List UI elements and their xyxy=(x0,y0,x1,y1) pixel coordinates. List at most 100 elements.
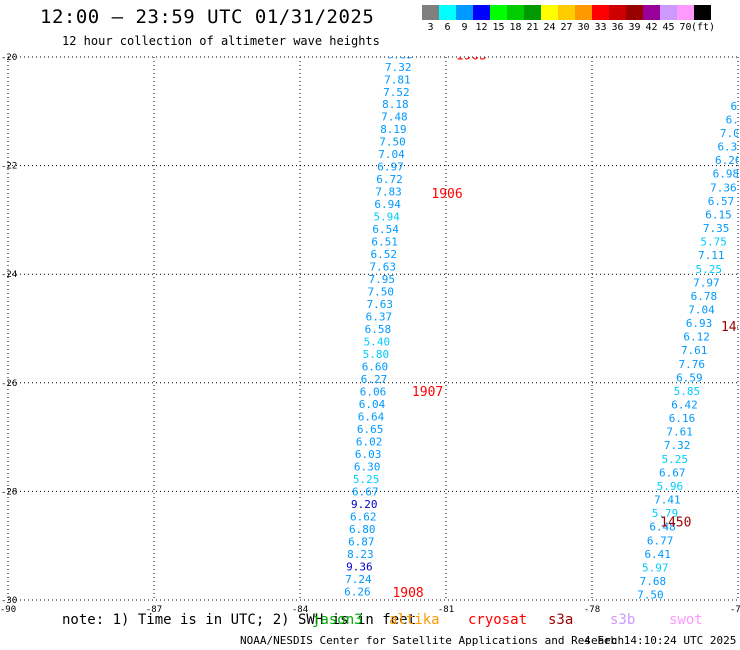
wave-height-value: 6.77 xyxy=(647,534,674,547)
wave-height-value: 6.80 xyxy=(349,523,376,536)
legend-item: 33 xyxy=(592,5,609,39)
wave-height-value: 6.51 xyxy=(371,236,398,249)
wave-height-value: 6.93 xyxy=(686,317,713,330)
legend-swatch xyxy=(694,5,711,20)
wave-height-value: 7.95 xyxy=(369,273,396,286)
legend-swatch xyxy=(626,5,643,20)
wave-height-value: 7.50 xyxy=(379,136,406,149)
legend-item: 36 xyxy=(609,5,626,39)
wave-height-value: 6.60 xyxy=(362,361,389,374)
legend-swatch xyxy=(677,5,694,20)
wave-height-value: 5.85 xyxy=(674,385,701,398)
legend-swatch xyxy=(456,5,473,20)
legend-label: 45 xyxy=(662,22,675,33)
lat-tick-label: -24 xyxy=(1,270,17,280)
legend-unit-item: (ft) xyxy=(688,5,718,39)
legend-item xyxy=(694,5,711,39)
legend-item: 45 xyxy=(660,5,677,39)
wave-height-value: 6.87 xyxy=(348,535,375,548)
wave-height-value: 6.49 xyxy=(632,616,659,629)
wave-height-value: 7.61 xyxy=(666,426,693,439)
legend-label: 15 xyxy=(492,22,505,33)
legend-item: 27 xyxy=(558,5,575,39)
wave-height-value: 6.16 xyxy=(669,412,696,425)
wave-height-value: 8.18 xyxy=(382,98,409,111)
wave-height-value: 6.64 xyxy=(358,410,385,423)
wave-height-value: 6.52 xyxy=(370,248,397,261)
satellite-label-jason3: jason3 xyxy=(312,612,363,628)
lat-tick-label: -22 xyxy=(1,162,17,172)
lat-tick-label: -20 xyxy=(1,53,17,63)
legend-label: 39 xyxy=(628,22,641,33)
wave-height-value: 7.81 xyxy=(384,73,411,86)
wave-height-value: 6.72 xyxy=(376,173,403,186)
lat-tick-label: -30 xyxy=(1,596,17,606)
pass-time-label: 1906 xyxy=(431,187,462,202)
wave-height-value: 5.25 xyxy=(661,453,688,466)
wave-height-value: 6.65 xyxy=(357,423,384,436)
lon-tick-label: -78 xyxy=(584,605,600,615)
wave-height-value: 5.80 xyxy=(363,348,390,361)
wave-height-value: 6.30 xyxy=(354,460,381,473)
wave-height-value: 8.23 xyxy=(347,548,374,561)
wave-height-value: 6.94 xyxy=(374,198,401,211)
legend-label: 24 xyxy=(543,22,556,33)
lon-tick-label: -75 xyxy=(730,605,740,615)
legend-swatch xyxy=(541,5,558,20)
wave-height-value: 6.54 xyxy=(372,223,399,236)
legend-label: 70 xyxy=(679,22,692,33)
lat-tick-label: -28 xyxy=(1,487,17,497)
pass-time-label: 1449 xyxy=(721,320,740,335)
legend-swatch xyxy=(490,5,507,20)
wave-height-value: 6.83 xyxy=(387,48,414,61)
wave-height-value: 6.37 xyxy=(717,141,740,154)
wave-height-value: 6.57 xyxy=(708,195,735,208)
credit-line: NOAA/NESDIS Center for Satellite Applica… xyxy=(240,634,625,647)
legend-label: 30 xyxy=(577,22,590,33)
wave-height-value: 6.42 xyxy=(671,399,698,412)
wave-height-value: 7.04 xyxy=(378,148,405,161)
wave-height-value: 6.48 xyxy=(649,521,676,534)
wave-height-value: 6.26 xyxy=(715,154,740,167)
wave-height-value: 6.04 xyxy=(359,398,386,411)
lon-tick-label: -84 xyxy=(292,605,308,615)
wave-height-value: 6.27 xyxy=(361,373,388,386)
wave-height-value: 9.36 xyxy=(346,560,373,573)
wave-height-value: 5.79 xyxy=(652,507,679,520)
wave-height-value: 7.04 xyxy=(688,303,715,316)
satellite-label-swot: swot xyxy=(669,612,703,628)
legend-label: 3 xyxy=(427,22,434,33)
legend-item: 39 xyxy=(626,5,643,39)
wave-height-value: 7.48 xyxy=(381,111,408,124)
wave-height-value: 7.68 xyxy=(640,575,667,588)
satellite-label-s3a: s3a xyxy=(548,612,574,628)
wave-height-value: 6.15 xyxy=(705,208,732,221)
wave-height-value: 6.26 xyxy=(344,585,371,598)
legend-item: 3 xyxy=(422,5,439,39)
satellite-label-altika: altika xyxy=(389,612,440,628)
wave-height-value: 5.25 xyxy=(353,473,380,486)
legend-swatch xyxy=(439,5,456,20)
legend-label: 6 xyxy=(444,22,451,33)
lon-tick-label: -90 xyxy=(0,605,16,615)
legend-label: 42 xyxy=(645,22,658,33)
wave-height-value: 6.97 xyxy=(377,161,404,174)
footer-note: note: 1) Time is in UTC; 2) SWH is in fe… xyxy=(62,612,417,628)
satellite-label-cryosat: cryosat xyxy=(468,612,528,628)
wave-height-value: 7.76 xyxy=(679,358,706,371)
legend-label: 12 xyxy=(475,22,488,33)
wave-height-value: 6.25 xyxy=(635,602,662,615)
legend-item: 15 xyxy=(490,5,507,39)
wave-height-value: 6.12 xyxy=(683,331,710,344)
wave-height-value: 5.25 xyxy=(696,263,723,276)
legend-item: 70 xyxy=(677,5,694,39)
wave-height-value: 7.63 xyxy=(369,261,396,274)
satellite-label-s3b: s3b xyxy=(610,612,636,628)
legend-item: 30 xyxy=(575,5,592,39)
wave-height-value: 7.02 xyxy=(720,127,740,140)
wave-height-value: 6.03 xyxy=(355,448,382,461)
legend-item: 21 xyxy=(524,5,541,39)
legend-label: 33 xyxy=(594,22,607,33)
wave-height-value: 6.67 xyxy=(352,485,379,498)
